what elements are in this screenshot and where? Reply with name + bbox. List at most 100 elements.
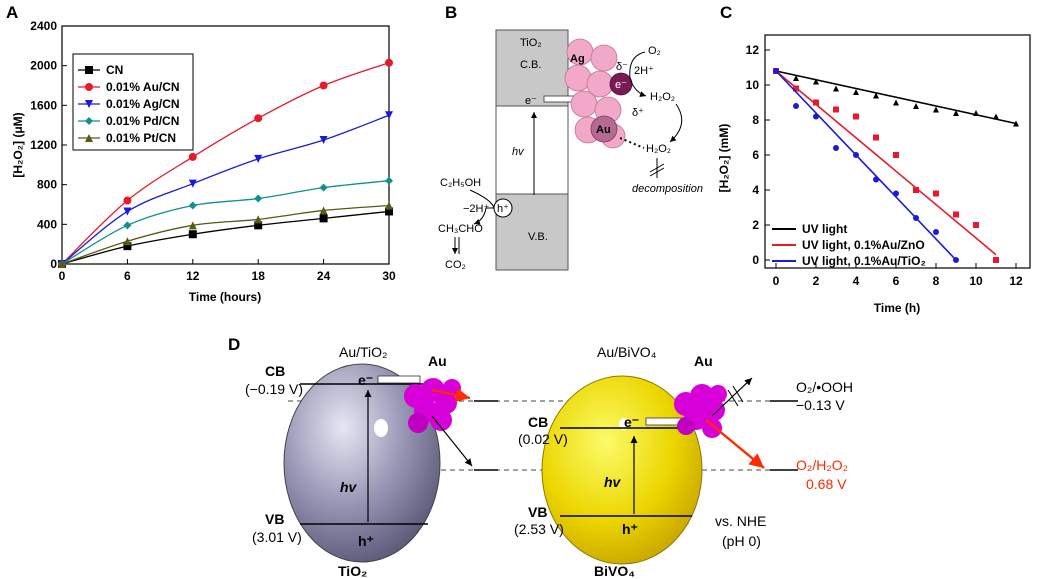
tio2-electron: e⁻ [358, 372, 373, 388]
chart-a-point-cn [188, 230, 197, 239]
chart-a-xtick-label: 0 [59, 269, 66, 283]
chart-c-point-uv-light [953, 110, 959, 116]
nhe-label: vs. NHE [715, 513, 766, 529]
tio2-vb-value: (3.01 V) [252, 529, 302, 545]
tio2-red-arrow [431, 387, 471, 403]
hv-label: hv [512, 146, 525, 158]
chart-c-point-uv-light-0-1-au-tio [853, 152, 859, 158]
chart-a-point-cn [319, 214, 328, 223]
chart-c-xtick-label: 0 [773, 274, 780, 288]
two-h-label: 2H⁺ [634, 65, 654, 77]
chart-c-ytick-label: 8 [752, 113, 759, 127]
chart-a-xlabel: Time (hours) [189, 290, 261, 304]
chart-a-legend-marker [85, 134, 93, 142]
chart-a-point-cn [385, 207, 393, 216]
chart-c-point-uv-light [933, 106, 939, 113]
chart-a-legend-label: CN [106, 63, 123, 77]
diagram-d: hv h⁺ e⁻ Au/TiO₂ Au CB (−0.19 V) VB (3.0… [245, 344, 853, 579]
chart-a-line-cn [61, 210, 390, 265]
chart-a-line-0-01-pd-cn [61, 180, 390, 265]
decomposition-label: decomposition [632, 183, 703, 195]
chart-c-point-uv-light [833, 85, 839, 92]
chart-c-point-uv-light-0-1-au-zno [813, 99, 819, 106]
oxidation-arrow [469, 189, 495, 225]
bivo4-hv: hv [604, 474, 622, 490]
bivo4-hole: h⁺ [622, 521, 638, 537]
tio2-label: TiO₂ [520, 37, 542, 49]
chart-a-point-0-01-pt-cn [254, 215, 263, 224]
bivo4-cb-value: (0.02 V) [518, 431, 568, 447]
chart-a-point-0-01-ag-cn [188, 179, 197, 188]
chart-c-ytick-label: 4 [752, 183, 759, 197]
chart-a-legend-marker [85, 117, 93, 125]
chart-a: 0 6 12 18 24 30 0 400 800 1200 1600 2000 2400 Time … [11, 19, 396, 304]
chart-c-point-uv-light [853, 89, 859, 95]
chart-a-point-0-01-pd-cn [123, 221, 132, 230]
co2-label: CO₂ [445, 259, 466, 271]
h2o2-couple-label: O₂/H₂O₂ [796, 457, 848, 473]
ethanol-label: C₂H₅OH [440, 177, 481, 189]
chart-c-xtick-label: 6 [893, 274, 900, 288]
chart-a-point-0-01-ag-cn [385, 111, 393, 120]
chart-a-legend-label: 0.01% Pd/CN [106, 114, 179, 128]
chart-c-xlabel: Time (h) [874, 301, 920, 315]
tio2-hole: h⁺ [358, 533, 374, 549]
adsorption-dots [619, 137, 645, 149]
diagram-b: TiO₂ C.B. V.B. hv e⁻ Ag e⁻ Au δ⁻ δ⁺ O₂ 2… [438, 29, 703, 271]
chart-c-point-uv-light-0-1-au-tio [893, 190, 899, 197]
tio2-electron-bar [377, 375, 421, 384]
vb-label: V.B. [528, 231, 548, 243]
minus-2h-label: −2H⁺ [463, 203, 489, 215]
au-electron-label: e⁻ [615, 79, 627, 91]
o2-label: O₂ [648, 45, 661, 57]
electron-label: e⁻ [525, 95, 537, 107]
chart-a-point-0-01-au-cn [385, 58, 393, 67]
chart-a-legend-marker [85, 83, 93, 91]
bivo4-cb-label: CB [528, 414, 548, 430]
ag-au-cluster [564, 38, 633, 149]
chart-c-point-uv-light-0-1-au-zno [953, 211, 959, 218]
chart-a-point-0-01-au-cn [319, 81, 328, 90]
au-cluster-left [404, 378, 461, 433]
ag-label: Ag [570, 53, 585, 65]
bivo4-red-arrow [705, 419, 765, 469]
chart-c-point-uv-light-0-1-au-zno [933, 190, 939, 197]
chart-a-point-0-01-au-cn [123, 196, 132, 205]
chart-c-point-uv-light [913, 103, 919, 109]
bivo4-name: BiVO₄ [594, 563, 635, 579]
tio2-gap [495, 105, 569, 195]
chart-a-point-0-01-au-cn [254, 114, 263, 123]
chart-a-ytick-label: 400 [37, 217, 57, 231]
chart-a-ytick-label: 1600 [30, 98, 57, 112]
ooh-couple-label: O₂/•OOH [796, 379, 853, 395]
chart-a-ytick-label: 800 [37, 178, 57, 192]
chart-a-xtick-label: 12 [186, 269, 200, 283]
chart-c-point-uv-light-0-1-au-zno [993, 257, 999, 263]
chart-c-ytick-label: 12 [746, 43, 760, 57]
delta-plus-label: δ⁺ [632, 107, 644, 119]
chart-a-point-0-01-pt-cn [319, 206, 328, 215]
panel-label-b: B [445, 3, 457, 22]
ooh-couple-value: −0.13 V [796, 397, 845, 413]
chart-a-legend-label: 0.01% Ag/CN [106, 97, 180, 111]
chart-c-point-uv-light-0-1-au-zno [913, 187, 919, 193]
h2o2-couple-value: 0.68 V [806, 476, 847, 492]
chart-c-ytick-label: 2 [752, 218, 759, 232]
bivo4-title: Au/BiVO₄ [597, 344, 657, 360]
tio2-to-bivo4-arrow [431, 415, 473, 467]
chart-c-ylabel: [H₂O₂] (mM) [717, 124, 731, 193]
chart-a-ytick-label: 2000 [30, 59, 57, 73]
chart-c-frame [764, 34, 1031, 269]
chart-c-xtick-label: 4 [853, 274, 860, 288]
bivo4-blocked-mark-2 [732, 385, 744, 403]
panel-label-c: C [720, 3, 732, 22]
chart-c-point-uv-light-0-1-au-tio [933, 229, 939, 235]
tio2-title: Au/TiO₂ [339, 344, 387, 360]
delta-minus-label: δ⁻ [616, 61, 628, 73]
chart-c-point-uv-light-0-1-au-zno [833, 106, 839, 113]
chart-c-ytick-label: 6 [752, 148, 759, 162]
chart-c-point-uv-light-0-1-au-tio [953, 257, 959, 263]
chart-c-xtick-label: 2 [813, 274, 820, 288]
tio2-name: TiO₂ [338, 563, 367, 579]
